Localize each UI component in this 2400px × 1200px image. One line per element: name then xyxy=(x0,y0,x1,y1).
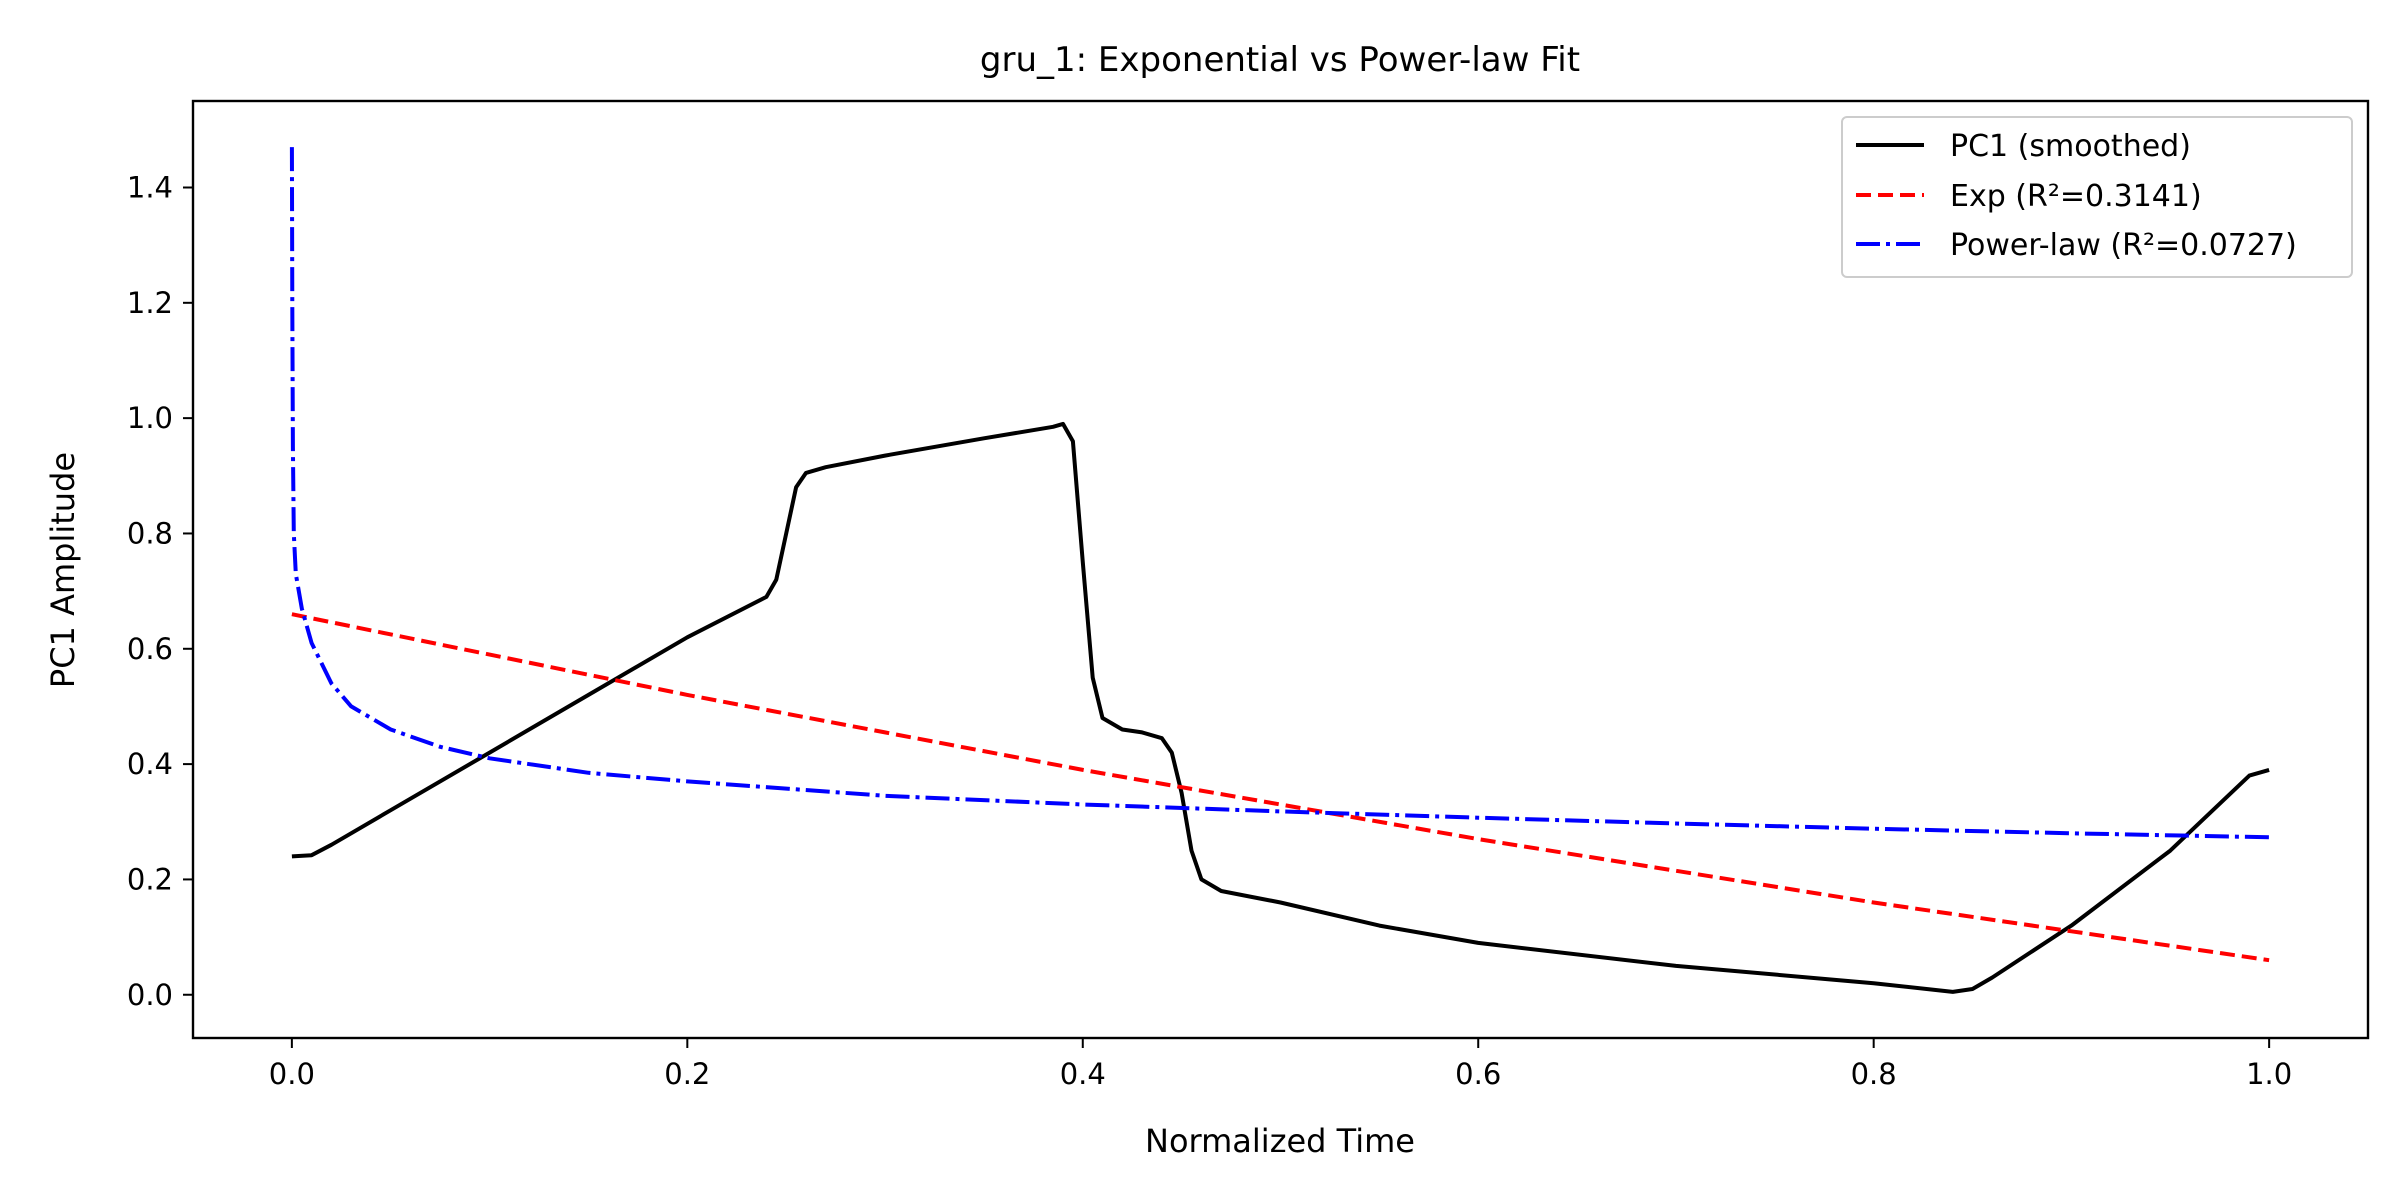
series-line-exp-fit xyxy=(291,612,2270,963)
series-line-pc1-smoothed xyxy=(291,421,2270,994)
legend-label-powerlaw: Power-law (R²=0.0727) xyxy=(1950,228,2297,263)
legend-label-exp: Exp (R²=0.3141) xyxy=(1950,179,2202,214)
series-line-power-law-fit xyxy=(289,147,2270,840)
x-tick-label: 0.6 xyxy=(1455,1057,1501,1091)
legend-label-pc1: PC1 (smoothed) xyxy=(1950,129,2191,164)
legend: PC1 (smoothed) Exp (R²=0.3141) Power-law… xyxy=(1841,116,2353,278)
x-tick-label: 0.4 xyxy=(1060,1057,1106,1091)
x-tick-label: 1.0 xyxy=(2246,1057,2292,1091)
x-tick-label: 0.0 xyxy=(269,1057,315,1091)
chart-title: gru_1: Exponential vs Power-law Fit xyxy=(980,40,1580,80)
legend-box xyxy=(1841,116,2353,278)
y-axis-ticks: 0.0 0.2 0.4 0.6 0.8 1.0 1.2 1.4 xyxy=(127,170,193,1012)
x-tick-label: 0.8 xyxy=(1851,1057,1897,1091)
x-axis-label: Normalized Time xyxy=(1145,1122,1415,1160)
y-tick-label: 0.4 xyxy=(127,747,173,781)
y-tick-label: 0.8 xyxy=(127,516,173,550)
y-tick-label: 0.6 xyxy=(127,632,173,666)
y-tick-label: 1.0 xyxy=(127,401,173,435)
y-tick-label: 0.2 xyxy=(127,862,173,896)
y-tick-label: 1.2 xyxy=(127,286,173,320)
x-tick-label: 0.2 xyxy=(664,1057,710,1091)
y-tick-label: 1.4 xyxy=(127,170,173,204)
x-axis-ticks: 0.0 0.2 0.4 0.6 0.8 1.0 xyxy=(269,1038,2292,1091)
plot-lines xyxy=(289,147,2270,994)
axes-frame xyxy=(191,99,2370,1040)
y-tick-label: 0.0 xyxy=(127,978,173,1012)
y-axis-label: PC1 Amplitude xyxy=(44,452,82,688)
